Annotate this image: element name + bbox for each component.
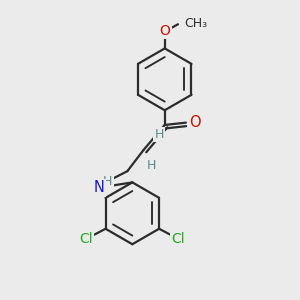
Text: Cl: Cl: [172, 232, 185, 246]
Text: O: O: [159, 24, 170, 38]
Text: Cl: Cl: [79, 232, 93, 246]
Text: H: H: [103, 175, 112, 188]
Text: H: H: [155, 128, 164, 141]
Text: H: H: [147, 159, 157, 172]
Text: N: N: [93, 180, 104, 195]
Text: CH₃: CH₃: [184, 17, 207, 30]
Text: O: O: [189, 115, 201, 130]
